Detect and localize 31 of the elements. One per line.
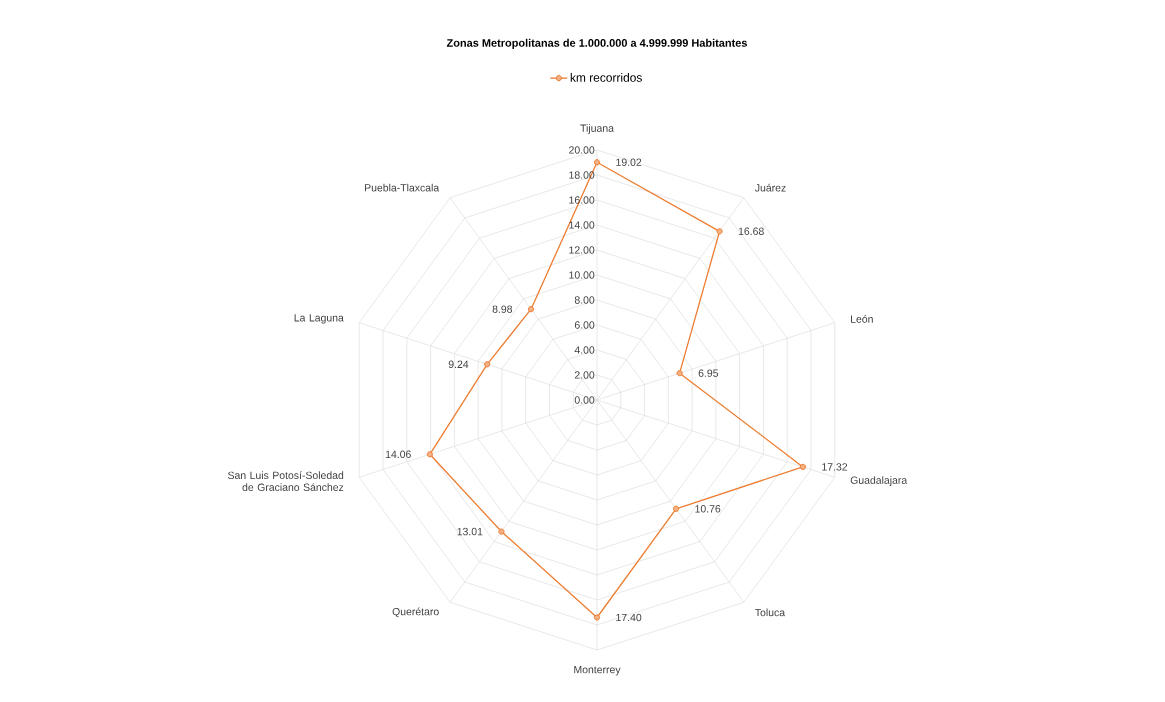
spoke-label: Toluca bbox=[755, 608, 786, 617]
data-label: 6.95 bbox=[698, 369, 719, 377]
data-label: 10.76 bbox=[695, 505, 721, 513]
data-label: 9.24 bbox=[448, 360, 469, 369]
legend-label: km recorridos bbox=[570, 73, 642, 82]
spoke-label: Monterrey bbox=[574, 666, 621, 676]
spoke-label: Tijuana bbox=[580, 124, 614, 134]
data-label: 8.98 bbox=[492, 305, 513, 313]
spoke-label: Juárez bbox=[754, 183, 786, 192]
data-label: 13.01 bbox=[457, 527, 483, 536]
y-tick-label: 20.00 bbox=[569, 146, 595, 154]
data-label: 17.32 bbox=[822, 463, 848, 471]
y-tick-label: 6.00 bbox=[574, 321, 595, 329]
y-tick-label: 10.00 bbox=[569, 271, 595, 279]
chart-title: Zonas Metropolitanas de 1.000.000 a 4.999.999 Habitantes bbox=[446, 38, 747, 49]
y-tick-label: 2.00 bbox=[574, 371, 595, 379]
spoke-label: La Laguna bbox=[294, 314, 344, 324]
spoke-label: Guadalajara bbox=[850, 476, 908, 486]
data-label: 16.68 bbox=[738, 227, 764, 236]
data-label: 14.06 bbox=[385, 450, 411, 459]
spoke-label: Puebla-Tlaxcala bbox=[365, 183, 440, 192]
spoke-label: San Luis Potosí-Soledad de Graciano Sánchez bbox=[227, 471, 344, 491]
y-tick-label: 4.00 bbox=[574, 346, 595, 354]
data-label: 19.02 bbox=[616, 158, 642, 166]
data-label: 17.40 bbox=[616, 613, 642, 622]
y-tick-label: 12.00 bbox=[569, 246, 595, 254]
spoke-label: León bbox=[851, 314, 873, 323]
y-tick-label: 8.00 bbox=[574, 296, 595, 304]
y-tick-label: 14.00 bbox=[569, 221, 595, 229]
y-tick-label: 0.00 bbox=[574, 396, 595, 404]
spoke-label: Querétaro bbox=[392, 607, 439, 618]
